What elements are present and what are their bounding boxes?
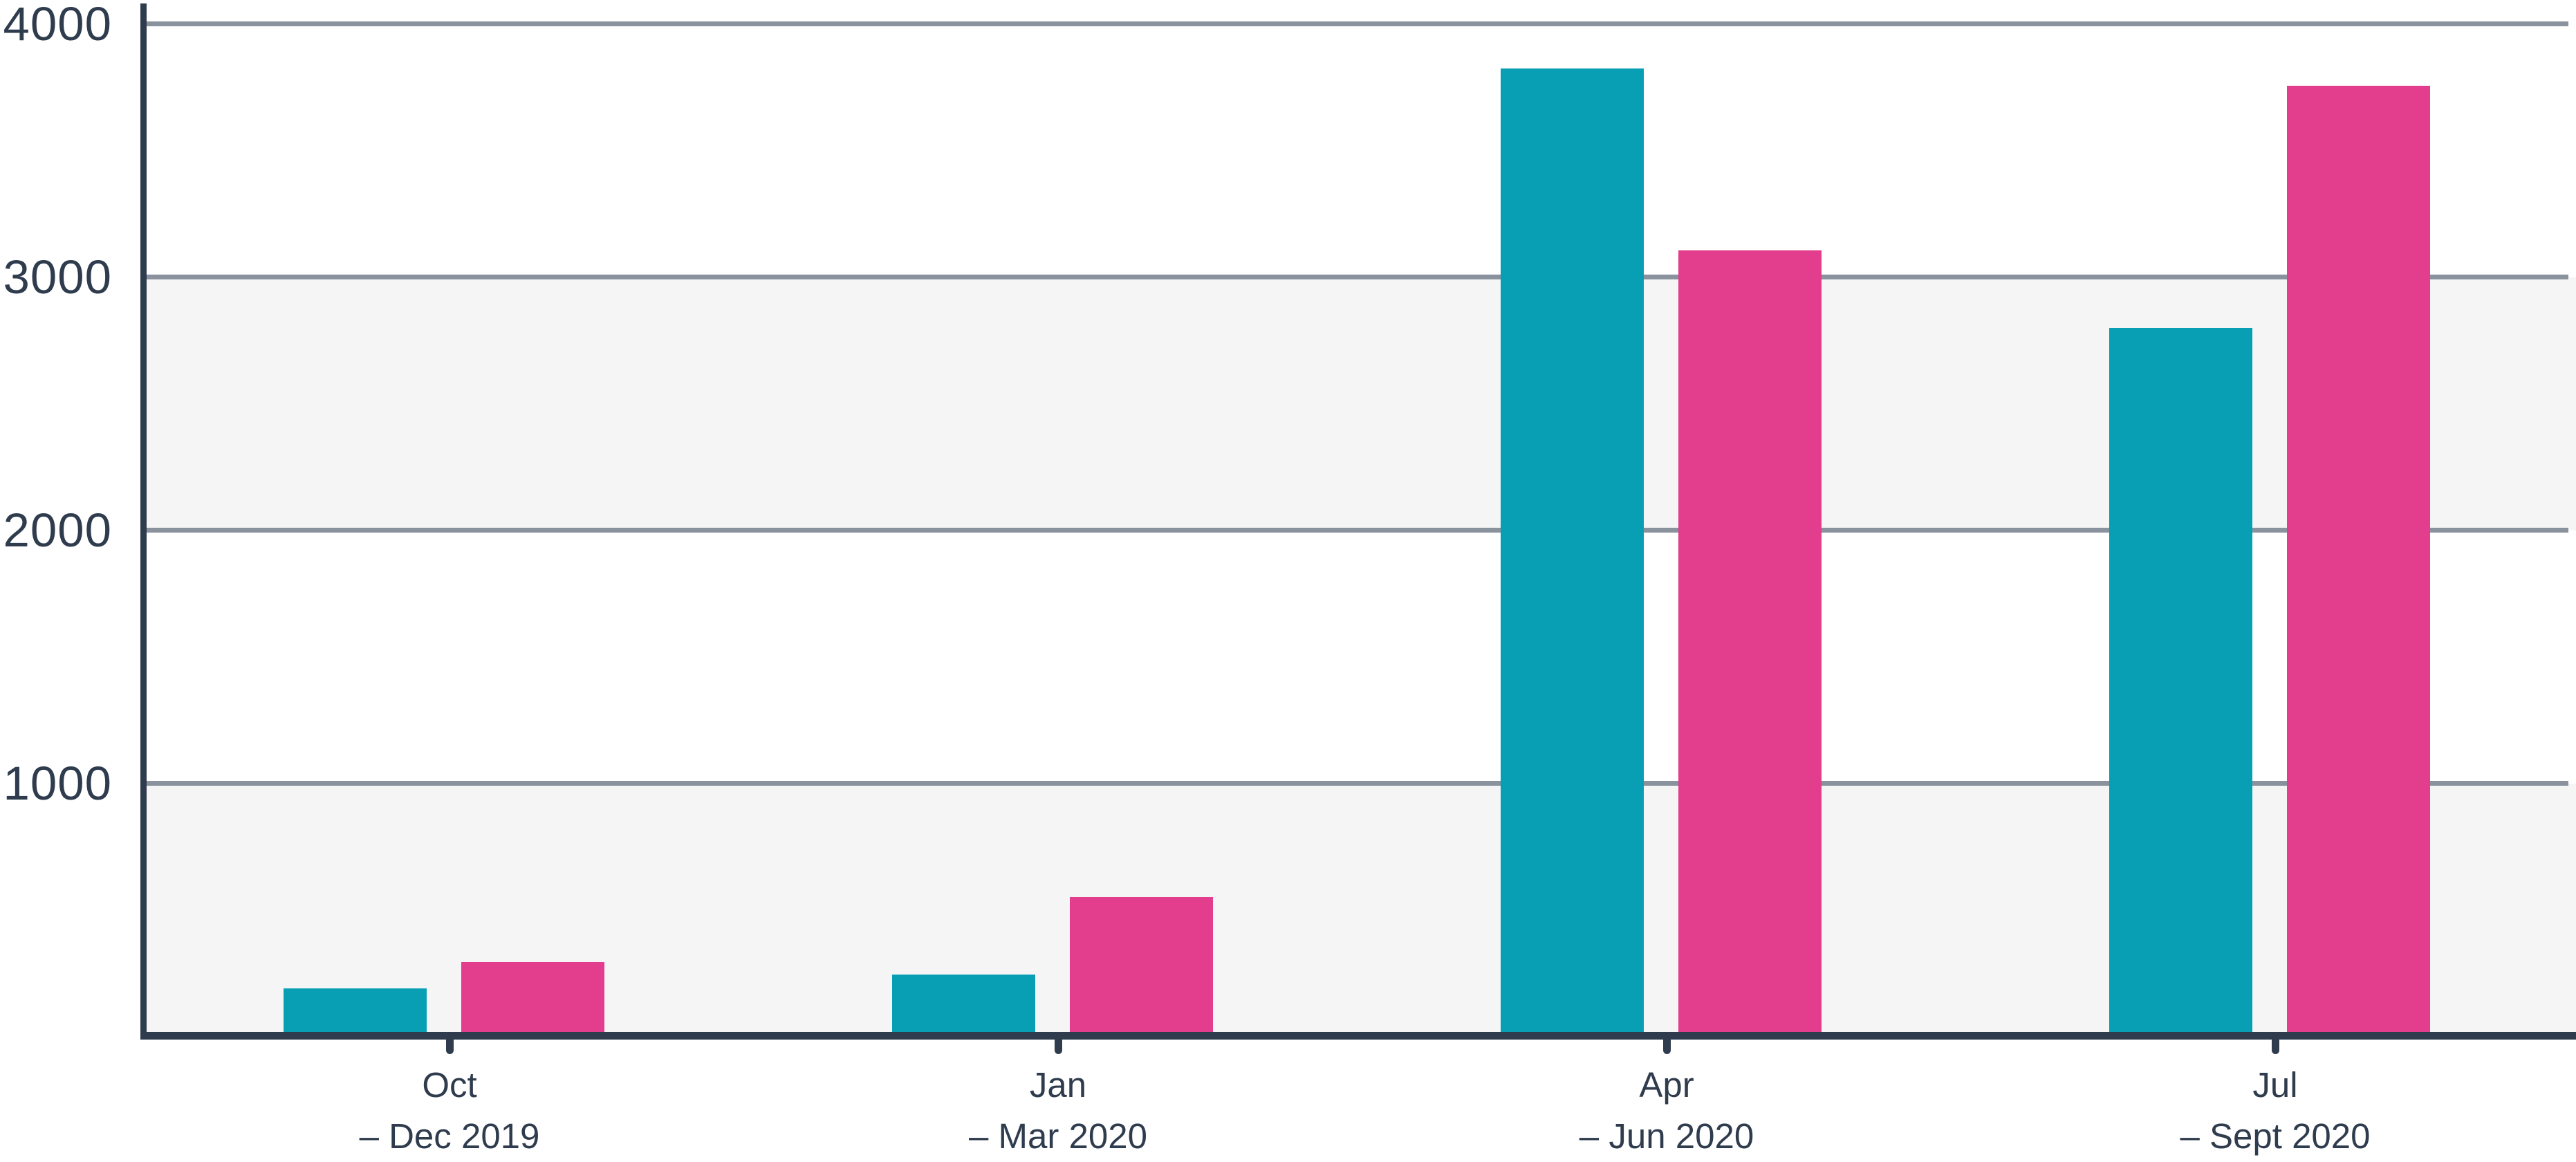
x-axis-label: Jul – Sept 2020 [2012,1060,2538,1162]
x-axis-tick [1662,1035,1671,1054]
bar-teal [284,988,427,1035]
y-axis-label: 2000 [3,503,112,557]
gridline-4000 [147,21,2568,26]
x-axis-tick [445,1035,454,1054]
bar-pink [2287,86,2430,1035]
gridline-2000 [147,528,2568,533]
x-axis-label: Apr – Jun 2020 [1404,1060,1929,1162]
x-axis-label-range: – Sept 2020 [2180,1116,2371,1156]
x-axis-label: Jan – Mar 2020 [795,1060,1321,1162]
x-axis-label-range: – Dec 2019 [359,1116,540,1156]
x-axis-label-range: – Mar 2020 [969,1116,1147,1156]
x-axis-tick [2271,1035,2279,1054]
bar-pink [1678,250,1822,1035]
x-axis-label-month: Oct [422,1065,477,1105]
x-axis-label-month: Jan [1029,1065,1087,1105]
y-axis-label: 3000 [3,250,112,304]
x-axis-tick [1054,1035,1062,1054]
gridline-1000 [147,781,2568,786]
x-axis-label: Oct – Dec 2019 [187,1060,712,1162]
x-axis-label-range: – Jun 2020 [1579,1116,1754,1156]
bar-pink [1070,897,1213,1035]
y-axis-line [140,3,147,1040]
x-axis-line [140,1032,2576,1040]
y-axis-label: 4000 [3,0,112,50]
gridline-3000 [147,275,2568,279]
bar-teal [1501,68,1644,1035]
x-axis-label-month: Apr [1639,1065,1694,1105]
bar-teal [892,974,1035,1035]
bar-pink [461,961,604,1035]
x-axis-label-month: Jul [2252,1065,2298,1105]
y-axis-label: 1000 [3,756,112,810]
bar-teal [2109,327,2252,1035]
